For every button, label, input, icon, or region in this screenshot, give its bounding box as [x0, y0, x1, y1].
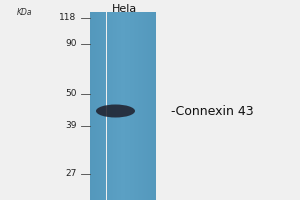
- Bar: [140, 12, 141, 200]
- Bar: [106, 12, 107, 200]
- Bar: [143, 12, 144, 200]
- Bar: [93, 12, 94, 200]
- Bar: [120, 12, 121, 200]
- Bar: [133, 12, 134, 200]
- Bar: [145, 12, 146, 200]
- Bar: [155, 12, 156, 200]
- Bar: [139, 12, 140, 200]
- Bar: [123, 12, 124, 200]
- Bar: [128, 12, 129, 200]
- Text: 27: 27: [65, 170, 76, 178]
- Bar: [154, 12, 155, 200]
- Bar: [152, 12, 153, 200]
- Bar: [142, 12, 143, 200]
- Bar: [138, 12, 139, 200]
- Bar: [103, 12, 104, 200]
- Bar: [149, 12, 150, 200]
- Bar: [113, 12, 114, 200]
- Bar: [122, 12, 123, 200]
- Bar: [130, 12, 131, 200]
- Bar: [98, 12, 99, 200]
- Bar: [121, 12, 122, 200]
- Bar: [118, 12, 119, 200]
- Bar: [117, 12, 118, 200]
- Bar: [136, 12, 137, 200]
- Bar: [125, 12, 126, 200]
- Bar: [102, 12, 103, 200]
- Bar: [127, 12, 128, 200]
- Bar: [137, 12, 138, 200]
- Text: KDa: KDa: [16, 8, 32, 17]
- Text: -Connexin 43: -Connexin 43: [171, 105, 253, 118]
- Text: Hela: Hela: [112, 4, 137, 14]
- Bar: [101, 12, 102, 200]
- Bar: [131, 12, 132, 200]
- Bar: [100, 12, 101, 200]
- Bar: [109, 12, 110, 200]
- Bar: [99, 12, 100, 200]
- Text: 118: 118: [59, 14, 76, 22]
- Bar: [153, 12, 154, 200]
- Bar: [105, 12, 106, 200]
- Bar: [97, 12, 98, 200]
- Bar: [148, 12, 149, 200]
- Bar: [151, 12, 152, 200]
- Bar: [107, 12, 108, 200]
- Bar: [104, 12, 105, 200]
- Bar: [147, 12, 148, 200]
- Text: 50: 50: [65, 90, 76, 98]
- Bar: [150, 12, 151, 200]
- Bar: [95, 12, 96, 200]
- Bar: [126, 12, 127, 200]
- Text: 39: 39: [65, 121, 76, 130]
- Bar: [119, 12, 120, 200]
- Bar: [114, 12, 115, 200]
- Bar: [129, 12, 130, 200]
- Bar: [144, 12, 145, 200]
- Bar: [111, 12, 112, 200]
- Ellipse shape: [96, 104, 135, 118]
- Bar: [110, 12, 111, 200]
- Bar: [146, 12, 147, 200]
- Bar: [115, 12, 116, 200]
- Bar: [112, 12, 113, 200]
- Bar: [132, 12, 133, 200]
- Bar: [141, 12, 142, 200]
- Bar: [90, 12, 91, 200]
- Text: 90: 90: [65, 40, 76, 48]
- Bar: [92, 12, 93, 200]
- Bar: [116, 12, 117, 200]
- Bar: [94, 12, 95, 200]
- Bar: [96, 12, 97, 200]
- Bar: [135, 12, 136, 200]
- Bar: [108, 12, 109, 200]
